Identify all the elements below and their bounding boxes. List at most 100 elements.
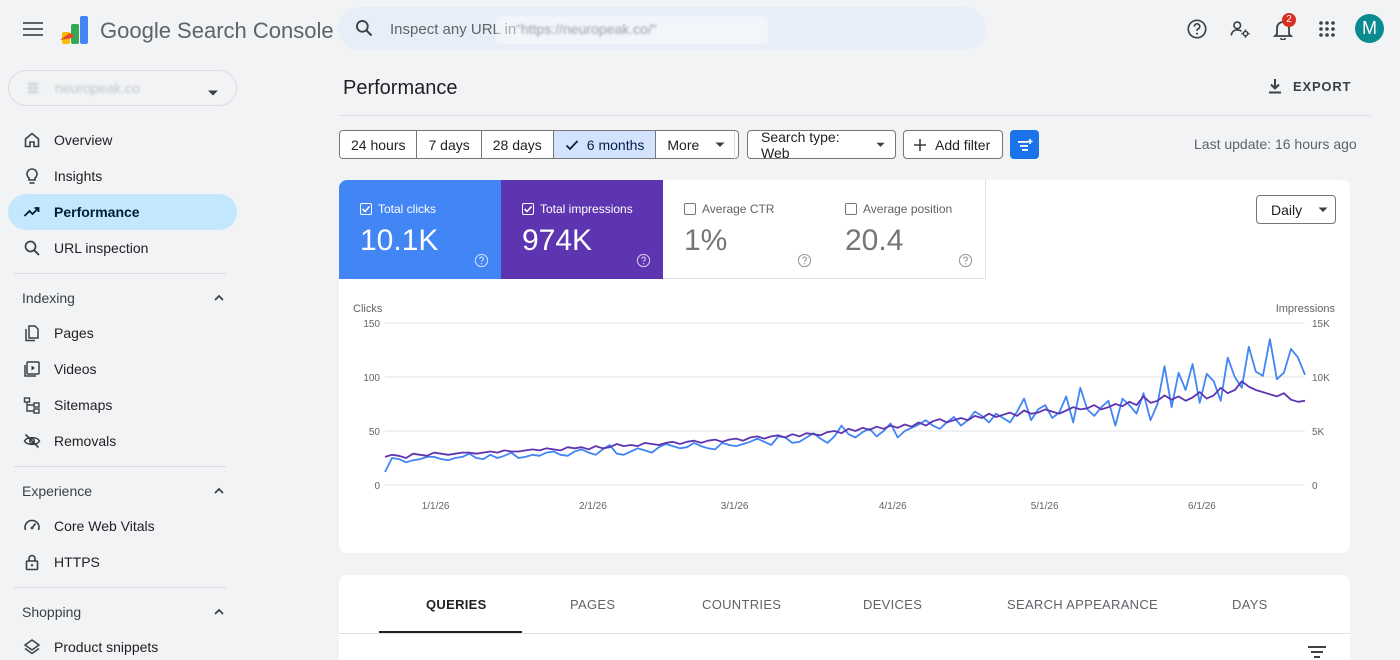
sidebar-item-url-inspection[interactable]: URL inspection: [8, 230, 237, 266]
checkbox-unchecked-icon: [684, 203, 696, 215]
sidebar-item-product-snippets[interactable]: Product snippets: [8, 629, 237, 660]
property-icon: [26, 81, 40, 95]
right-tick-label: 5K: [1312, 427, 1325, 438]
property-name: neuropeak.co: [55, 80, 140, 96]
apps-grid-icon[interactable]: [1313, 15, 1341, 43]
sidebar-item-https[interactable]: HTTPS: [8, 544, 237, 580]
range-6-months[interactable]: 6 months: [553, 131, 657, 158]
section-indexing[interactable]: Indexing: [22, 290, 232, 306]
sidebar-item-performance[interactable]: Performance: [8, 194, 237, 230]
lock-icon: [23, 553, 41, 571]
help-icon[interactable]: [797, 253, 812, 268]
range-label: 28 days: [492, 136, 542, 153]
property-selector[interactable]: [8, 70, 237, 106]
sidebar-item-label: Removals: [54, 433, 117, 449]
sidebar-item-videos[interactable]: Videos: [8, 351, 237, 387]
add-filter-button[interactable]: Add filter: [903, 130, 1003, 159]
section-experience[interactable]: Experience: [22, 483, 232, 499]
caret-down-icon: [1318, 207, 1328, 212]
series-line-impressions: [384, 380, 1306, 459]
sidebar-item-core-web-vitals[interactable]: Core Web Vitals: [8, 508, 237, 544]
tab-queries[interactable]: QUERIES: [426, 597, 487, 612]
dimension-tabs-card: QUERIES PAGES COUNTRIES DEVICES SEARCH A…: [339, 575, 1350, 660]
sidebar-item-removals[interactable]: Removals: [8, 423, 237, 459]
sidebar-item-label: Videos: [54, 361, 97, 377]
metric-label-text: Total clicks: [378, 202, 437, 216]
lightbulb-icon: [23, 167, 41, 185]
help-icon[interactable]: [636, 253, 651, 268]
sidebar-item-label: Performance: [54, 204, 140, 220]
search-icon[interactable]: [354, 18, 376, 40]
sidebar-item-insights[interactable]: Insights: [8, 158, 237, 194]
help-icon[interactable]: [1183, 15, 1211, 43]
search-console-logo-icon: [60, 14, 94, 46]
tab-countries[interactable]: COUNTRIES: [702, 597, 782, 612]
metric-label: Average position: [845, 202, 952, 216]
sidebar-item-pages[interactable]: Pages: [8, 315, 237, 351]
tab-pages[interactable]: PAGES: [570, 597, 616, 612]
help-icon[interactable]: [958, 253, 973, 268]
date-range-group: 24 hours 7 days 28 days 6 months More: [339, 130, 740, 159]
sidebar-item-label: Sitemaps: [54, 397, 113, 413]
check-icon: [565, 139, 578, 150]
last-update-text: Last update: 16 hours ago: [1194, 136, 1357, 152]
range-more-dropdown[interactable]: More: [656, 131, 739, 158]
x-tick-label: 2/1/26: [579, 501, 607, 512]
tabs-divider: [339, 633, 1350, 634]
menu-icon[interactable]: [18, 14, 48, 44]
tab-search-appearance[interactable]: SEARCH APPEARANCE: [1007, 597, 1159, 612]
layers-icon: [23, 638, 41, 656]
tab-days[interactable]: DAYS: [1232, 597, 1268, 612]
right-axis-label: Impressions: [1276, 303, 1336, 315]
metric-value: 20.4: [845, 224, 904, 257]
metric-value: 974K: [522, 224, 593, 257]
sidebar-item-overview[interactable]: Overview: [8, 122, 237, 158]
metric-value: 1%: [684, 224, 728, 257]
home-icon: [23, 131, 41, 149]
filter-rows-icon[interactable]: [1307, 645, 1327, 660]
avatar[interactable]: M: [1355, 14, 1384, 43]
export-button[interactable]: EXPORT: [1266, 77, 1351, 95]
metric-label-text: Average CTR: [702, 202, 775, 216]
metric-average-ctr[interactable]: Average CTR 1%: [663, 180, 825, 279]
download-icon: [1269, 79, 1281, 94]
trending-up-icon: [23, 203, 41, 221]
x-tick-label: 6/1/26: [1188, 501, 1216, 512]
metric-average-position[interactable]: Average position 20.4: [824, 180, 986, 279]
sidebar-divider: [14, 466, 226, 467]
range-24-hours[interactable]: 24 hours: [340, 131, 418, 158]
checkbox-checked-icon: [360, 203, 372, 215]
url-inspect-input[interactable]: [390, 18, 770, 40]
filter-settings-icon[interactable]: [1010, 130, 1039, 159]
toolbar-separator: [734, 131, 735, 159]
notification-badge: 2: [1282, 13, 1296, 27]
caret-down-icon: [876, 142, 885, 147]
metric-total-clicks[interactable]: Total clicks 10.1K: [339, 180, 501, 279]
help-icon[interactable]: [474, 253, 489, 268]
export-label: EXPORT: [1293, 78, 1352, 94]
eye-off-icon: [23, 432, 41, 450]
manage-users-icon[interactable]: [1226, 15, 1254, 43]
performance-chart: Clicks Impressions 150 15K 100 10K 50 5K 0 0 1/1…: [353, 303, 1336, 512]
range-label: More: [667, 136, 700, 153]
chevron-down-icon[interactable]: [207, 84, 219, 102]
search-hint-blurred: "https://neuropeak.co/": [496, 16, 768, 44]
section-shopping[interactable]: Shopping: [22, 604, 232, 620]
x-tick-label: 3/1/26: [721, 501, 749, 512]
header-divider: [340, 115, 1371, 116]
sidebar-item-sitemaps[interactable]: Sitemaps: [8, 387, 237, 423]
range-28-days[interactable]: 28 days: [481, 131, 554, 158]
granularity-dropdown[interactable]: Daily: [1256, 195, 1336, 224]
sidebar-item-label: Core Web Vitals: [54, 518, 155, 534]
metric-label: Total clicks: [360, 202, 436, 216]
left-tick-label: 50: [369, 427, 381, 438]
sidebar-divider: [14, 273, 226, 274]
range-7-days[interactable]: 7 days: [417, 131, 482, 158]
sidebar-item-label: Overview: [54, 132, 113, 148]
metric-total-impressions[interactable]: Total impressions 974K: [501, 180, 663, 279]
tab-devices[interactable]: DEVICES: [863, 597, 923, 612]
performance-card: Total clicks 10.1K Total impressions 974…: [339, 180, 1350, 553]
right-tick-label: 0: [1312, 481, 1318, 492]
search-type-dropdown[interactable]: Search type: Web: [747, 129, 896, 161]
checkbox-checked-icon: [522, 203, 534, 215]
